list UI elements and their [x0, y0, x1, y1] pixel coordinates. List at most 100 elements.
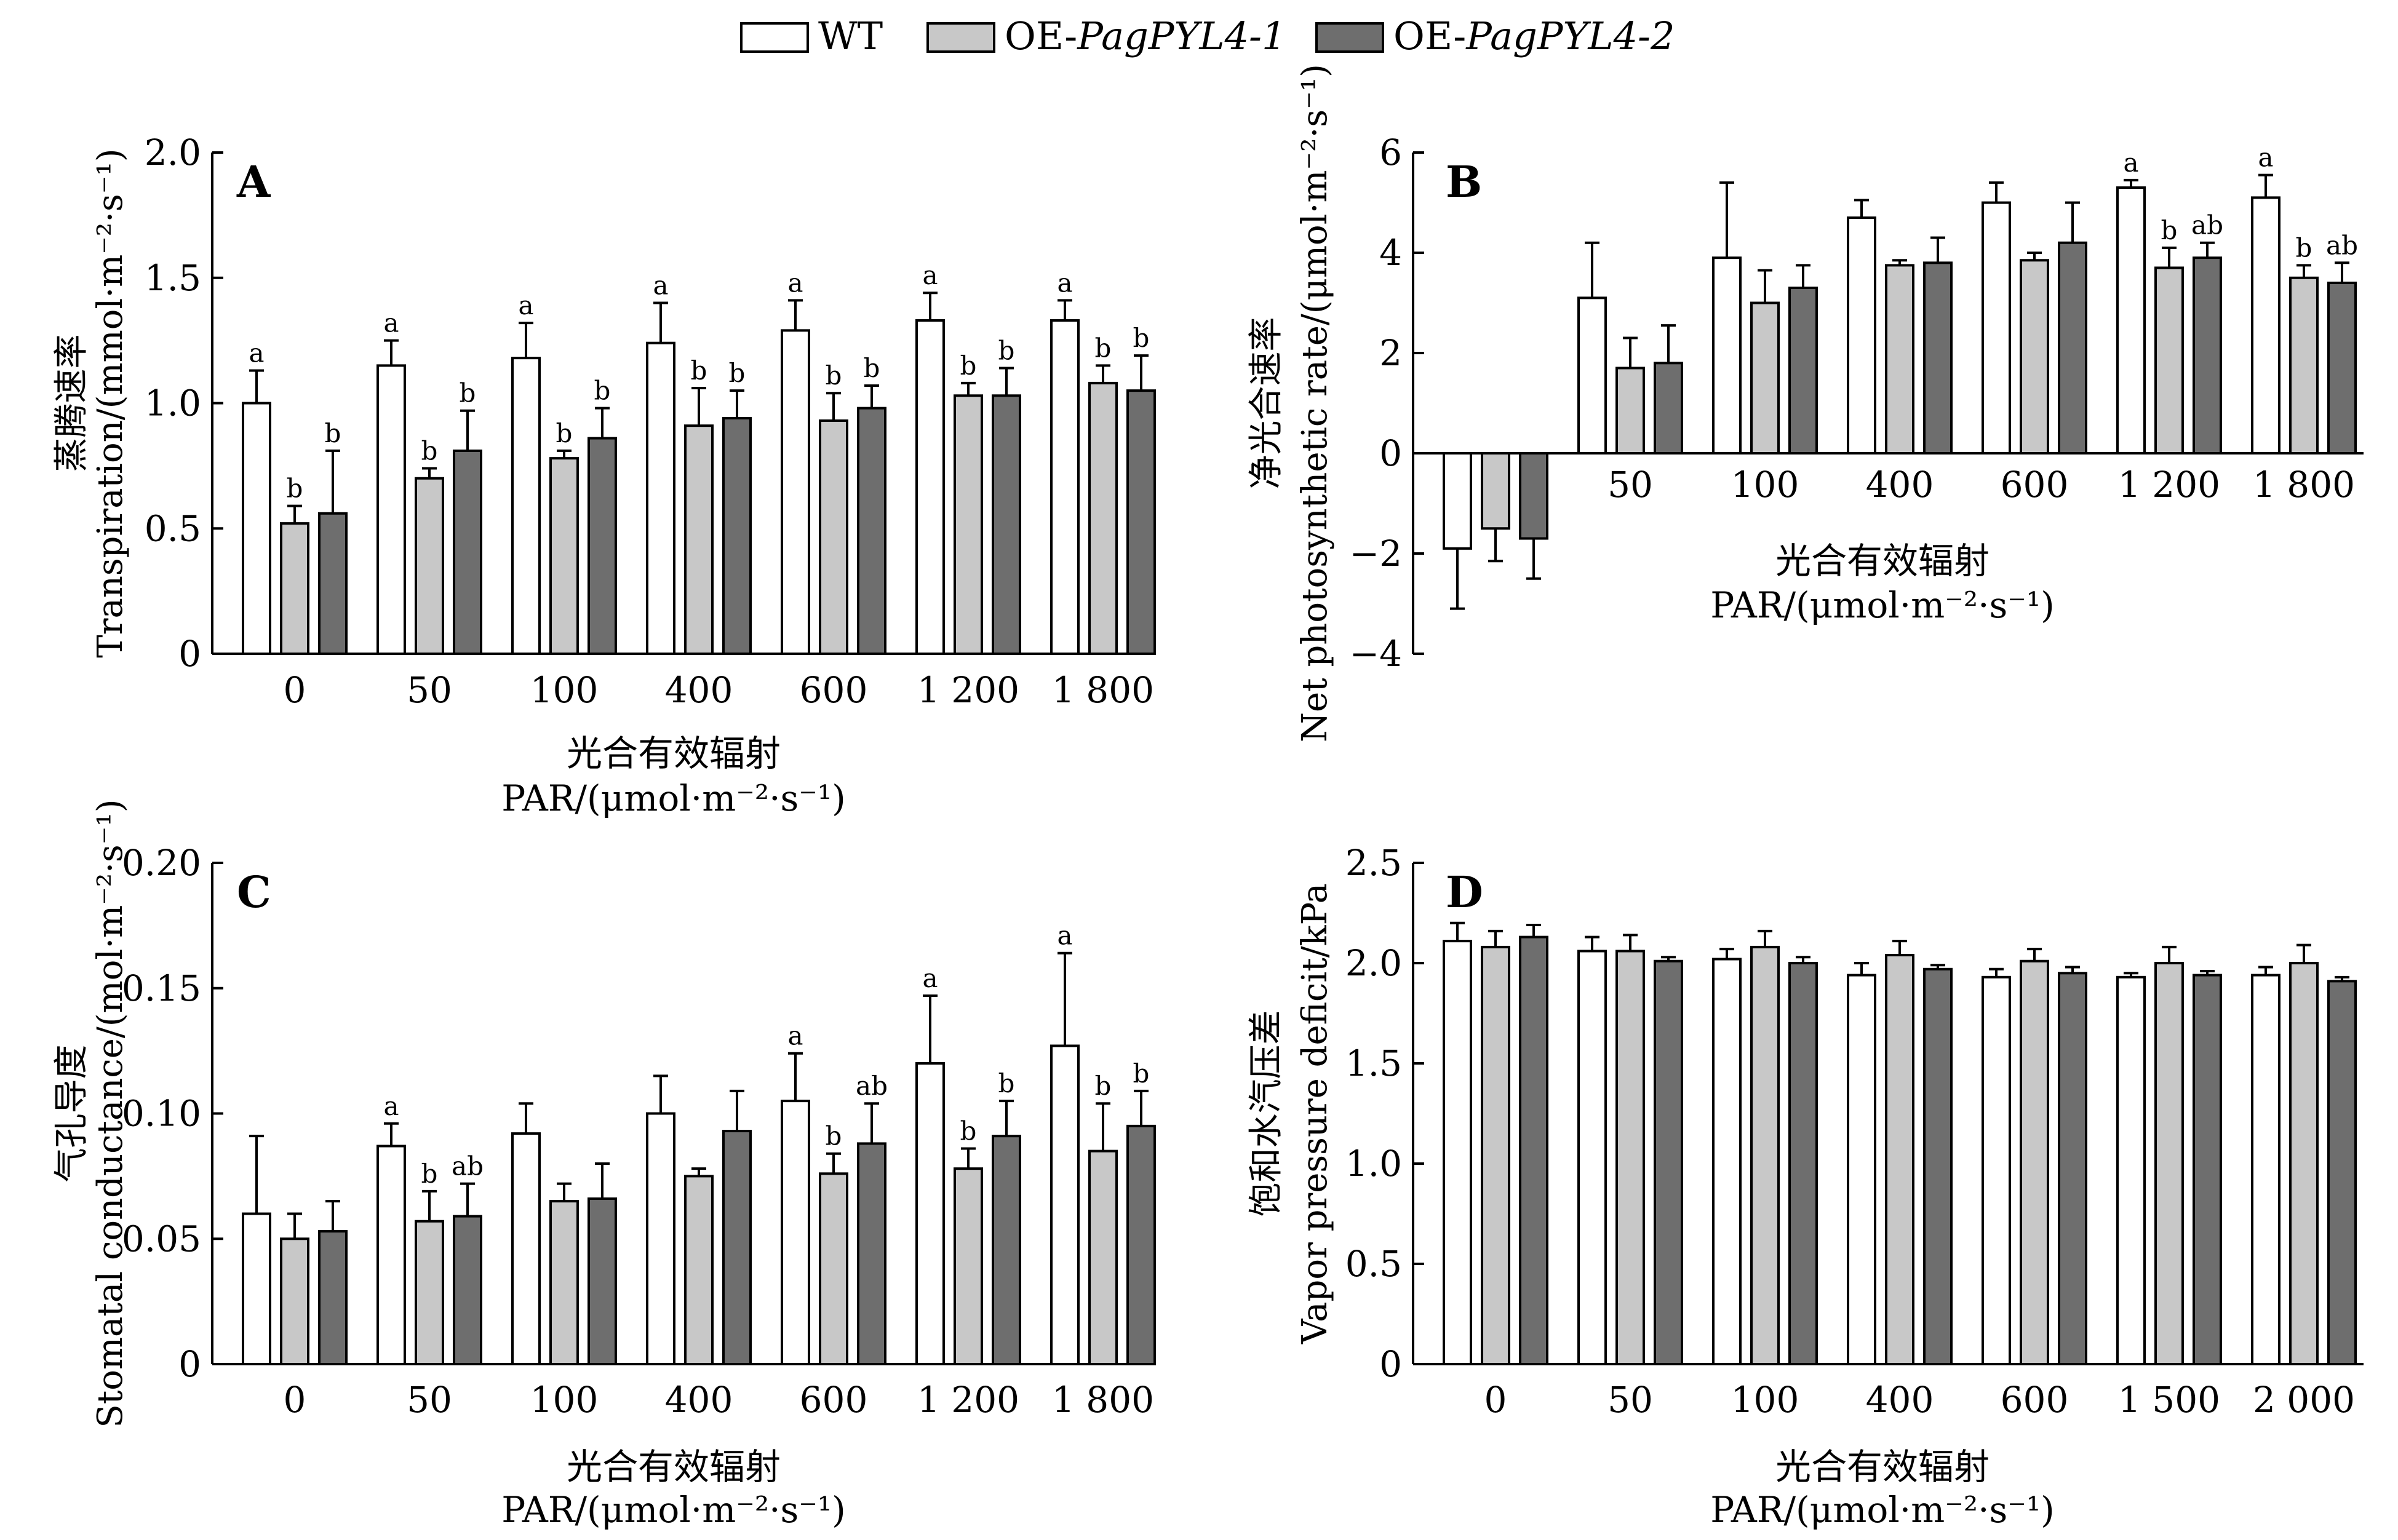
y-tick-label: 1.5 — [145, 257, 201, 299]
y-tick-label: 6 — [1379, 132, 1402, 173]
panel-letter: B — [1446, 156, 1482, 207]
bar — [2154, 266, 2184, 454]
y-axis-label-en: Stomatal conductance/(mol·m⁻²·s⁻¹) — [90, 799, 130, 1427]
significance-letter: a — [2123, 148, 2138, 178]
y-axis-label-en: Vapor pressure deficit/kPa — [1295, 883, 1335, 1344]
bar — [2327, 980, 2357, 1365]
x-axis-label-cn: 光合有效辐射 — [567, 732, 781, 774]
significance-letter: b — [421, 435, 438, 466]
legend-label-oe-2: OE-PagPYL4-2 — [1393, 14, 1675, 58]
x-tick-label: 50 — [1607, 1379, 1653, 1421]
significance-letter: b — [1133, 1058, 1150, 1089]
bar — [318, 1230, 348, 1366]
significance-letter: b — [2296, 232, 2312, 263]
bar — [1750, 945, 1780, 1366]
bar — [376, 1145, 406, 1365]
bar — [2058, 972, 2087, 1366]
x-axis-label-en: PAR/(μmol·m⁻²·s⁻¹) — [1710, 584, 2055, 626]
significance-letter: b — [691, 355, 707, 386]
bar — [1982, 975, 2011, 1365]
y-tick-label: 0.05 — [122, 1218, 201, 1260]
x-tick-label: 100 — [1731, 464, 1799, 506]
bar — [242, 402, 271, 655]
panel-a: 0 0.5 1.0 1.5 2.0 A 蒸腾速率Transpiration/(mmol·m⁻… — [52, 132, 1156, 819]
x-tick-label: 50 — [407, 669, 452, 711]
legend-label-oe-1: OE-PagPYL4-1 — [1005, 14, 1286, 58]
bar — [453, 1215, 482, 1365]
x-axis-label-en: PAR/(μmol·m⁻²·s⁻¹) — [1710, 1489, 2055, 1531]
significance-letter: a — [787, 1021, 803, 1051]
bar — [1885, 264, 1914, 454]
significance-letter: a — [383, 1091, 399, 1121]
y-tick-label: 0 — [1379, 1343, 1402, 1385]
significance-letter: b — [998, 1068, 1015, 1098]
significance-letter: a — [653, 271, 668, 301]
bar — [1050, 1044, 1080, 1365]
bar — [1519, 935, 1548, 1365]
x-tick-label: 0 — [1484, 1379, 1507, 1421]
bar — [415, 1220, 444, 1365]
y-tick-label: 4 — [1379, 232, 1402, 274]
x-tick-label: 100 — [1731, 1379, 1799, 1421]
significance-letter: b — [460, 378, 476, 408]
bar — [2020, 259, 2049, 454]
significance-letter: a — [922, 260, 938, 290]
bar — [1750, 301, 1780, 454]
y-tick-label: 0.20 — [122, 842, 201, 884]
y-tick-label: 0.15 — [122, 967, 201, 1009]
bar — [1050, 319, 1080, 655]
y-tick-label: −2 — [1350, 533, 1403, 574]
bar — [1088, 1149, 1118, 1365]
x-tick-label: 2 000 — [2253, 1379, 2355, 1421]
bar — [992, 1135, 1021, 1366]
y-tick-label: 2.5 — [1345, 842, 1402, 884]
significance-letter: b — [864, 353, 880, 383]
legend-swatch-wt — [740, 22, 809, 53]
significance-letter: a — [518, 290, 533, 320]
legend-swatch-oe-1 — [926, 22, 995, 53]
bar — [1615, 367, 1645, 455]
bar — [992, 394, 1021, 656]
y-tick-label: 0.10 — [122, 1093, 201, 1135]
y-axis-label-en: Net photosynthetic rate/(μmol·m⁻²·s⁻¹) — [1295, 64, 1335, 742]
bar — [549, 1200, 579, 1365]
legend-item-wt: WT — [740, 14, 883, 58]
bar — [915, 319, 945, 655]
bar — [376, 364, 406, 655]
panel-letter: C — [237, 867, 271, 918]
x-tick-label: 1 200 — [2118, 464, 2220, 506]
significance-letter: b — [960, 1116, 977, 1146]
legend-label-wt: WT — [818, 14, 883, 58]
y-tick-label: 0.5 — [145, 507, 201, 549]
bar — [280, 1237, 309, 1365]
bar — [684, 1175, 714, 1365]
bar — [1615, 950, 1645, 1365]
significance-letter: a — [249, 338, 264, 368]
y-axis-label-en: Transpiration/(mmol·m⁻²·s⁻¹) — [90, 148, 130, 657]
significance-letter: b — [826, 1121, 842, 1151]
x-tick-label: 50 — [1607, 464, 1653, 506]
bar — [588, 1197, 617, 1366]
y-tick-label: −4 — [1350, 633, 1403, 675]
x-tick-label: 400 — [665, 1379, 733, 1421]
x-tick-label: 600 — [2001, 464, 2069, 506]
bar — [1443, 940, 1472, 1365]
x-tick-label: 400 — [665, 669, 733, 711]
significance-letter: b — [1095, 333, 1112, 363]
x-tick-label: 1 200 — [917, 1379, 1019, 1421]
significance-letter: b — [998, 335, 1015, 365]
y-tick-label: 2.0 — [145, 132, 201, 173]
bar — [954, 1167, 983, 1366]
significance-letter: b — [960, 351, 977, 381]
panel-letter: D — [1446, 867, 1483, 918]
significance-letter: a — [787, 268, 803, 298]
bar — [2327, 281, 2357, 454]
bar — [2193, 974, 2222, 1366]
bar — [1712, 256, 1742, 454]
x-tick-label: 600 — [800, 1379, 868, 1421]
bar — [415, 477, 444, 655]
bar — [1519, 452, 1548, 540]
significance-letter: b — [287, 474, 303, 504]
x-tick-label: 50 — [407, 1379, 452, 1421]
bar — [511, 1132, 541, 1365]
